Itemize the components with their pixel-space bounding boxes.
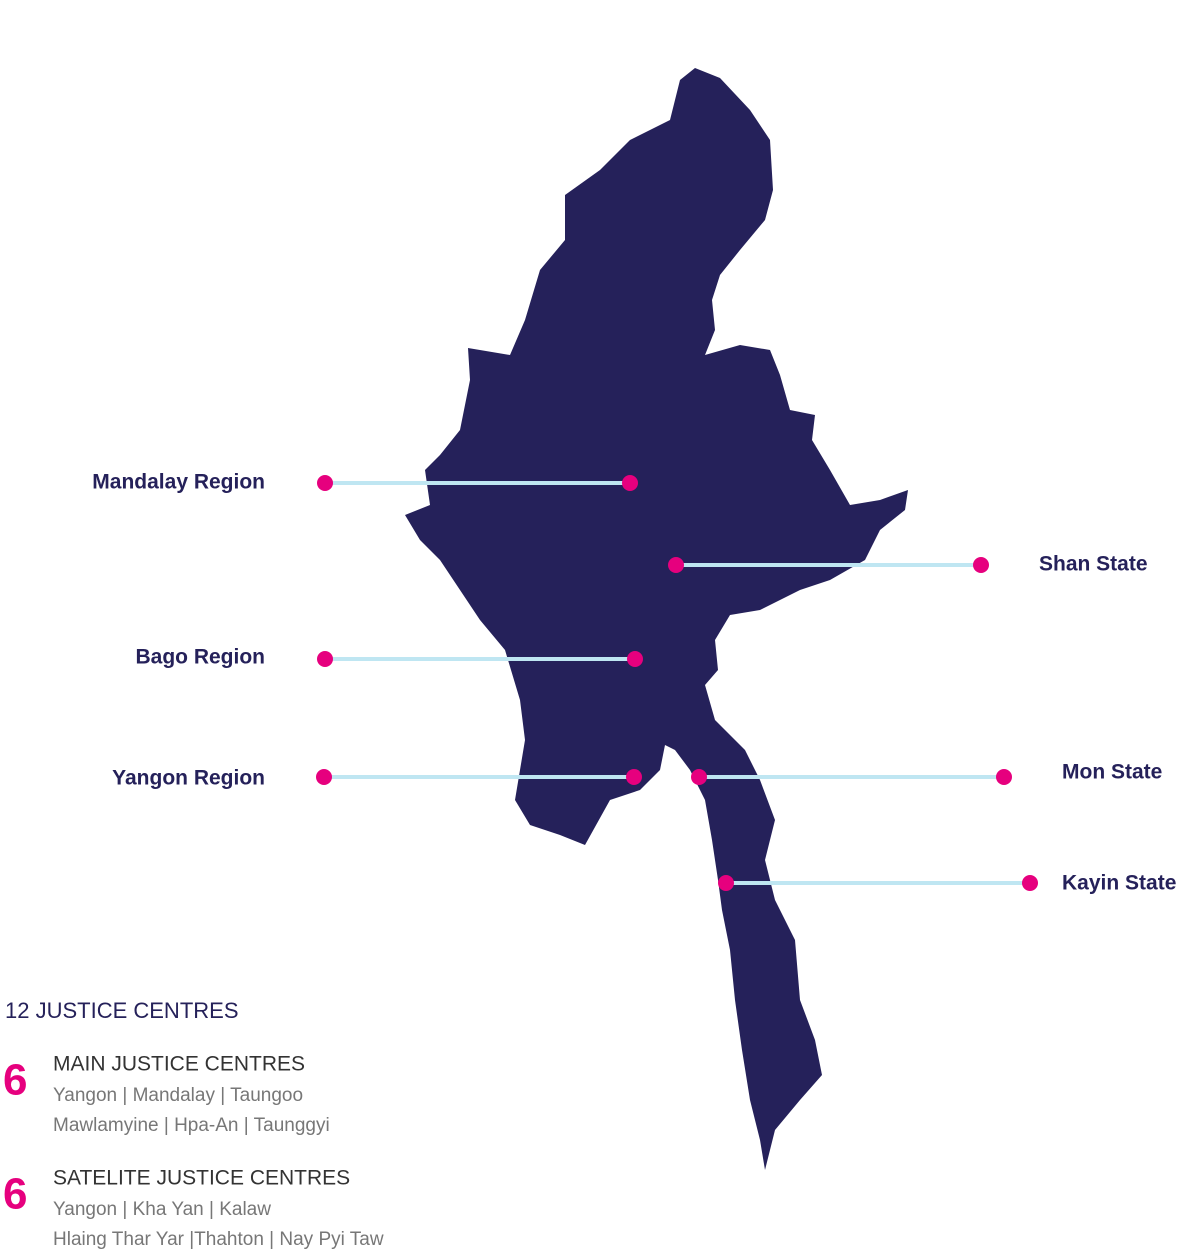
region-label: Kayin State (1062, 872, 1176, 895)
group-title: SATELITE JUSTICE CENTRES (53, 1167, 350, 1190)
centre-list: Hlaing Thar Yar |Thahton | Nay Pyi Taw (53, 1229, 384, 1250)
centre-list: Mawlamyine | Hpa-An | Taunggyi (53, 1115, 330, 1136)
location-dot (316, 769, 332, 785)
location-dot (996, 769, 1012, 785)
location-dot (1022, 875, 1038, 891)
centre-list: Yangon | Kha Yan | Kalaw (53, 1199, 271, 1220)
location-dot (626, 769, 642, 785)
region-label: Mon State (1062, 761, 1162, 784)
location-dot (627, 651, 643, 667)
location-dot (691, 769, 707, 785)
location-dot (622, 475, 638, 491)
region-label: Bago Region (136, 646, 266, 669)
region-label: Shan State (1039, 553, 1148, 576)
group-title: MAIN JUSTICE CENTRES (53, 1053, 305, 1076)
myanmar-map (405, 68, 908, 1170)
centre-list: Yangon | Mandalay | Taungoo (53, 1085, 303, 1106)
location-dot (668, 557, 684, 573)
region-label: Yangon Region (112, 767, 265, 790)
location-dot (718, 875, 734, 891)
centre-count: 6 (3, 1170, 27, 1219)
location-dot (317, 475, 333, 491)
location-dot (317, 651, 333, 667)
location-dot (973, 557, 989, 573)
region-label: Mandalay Region (92, 471, 265, 494)
centre-count: 6 (3, 1056, 27, 1105)
summary-title: 12 JUSTICE CENTRES (5, 998, 239, 1023)
